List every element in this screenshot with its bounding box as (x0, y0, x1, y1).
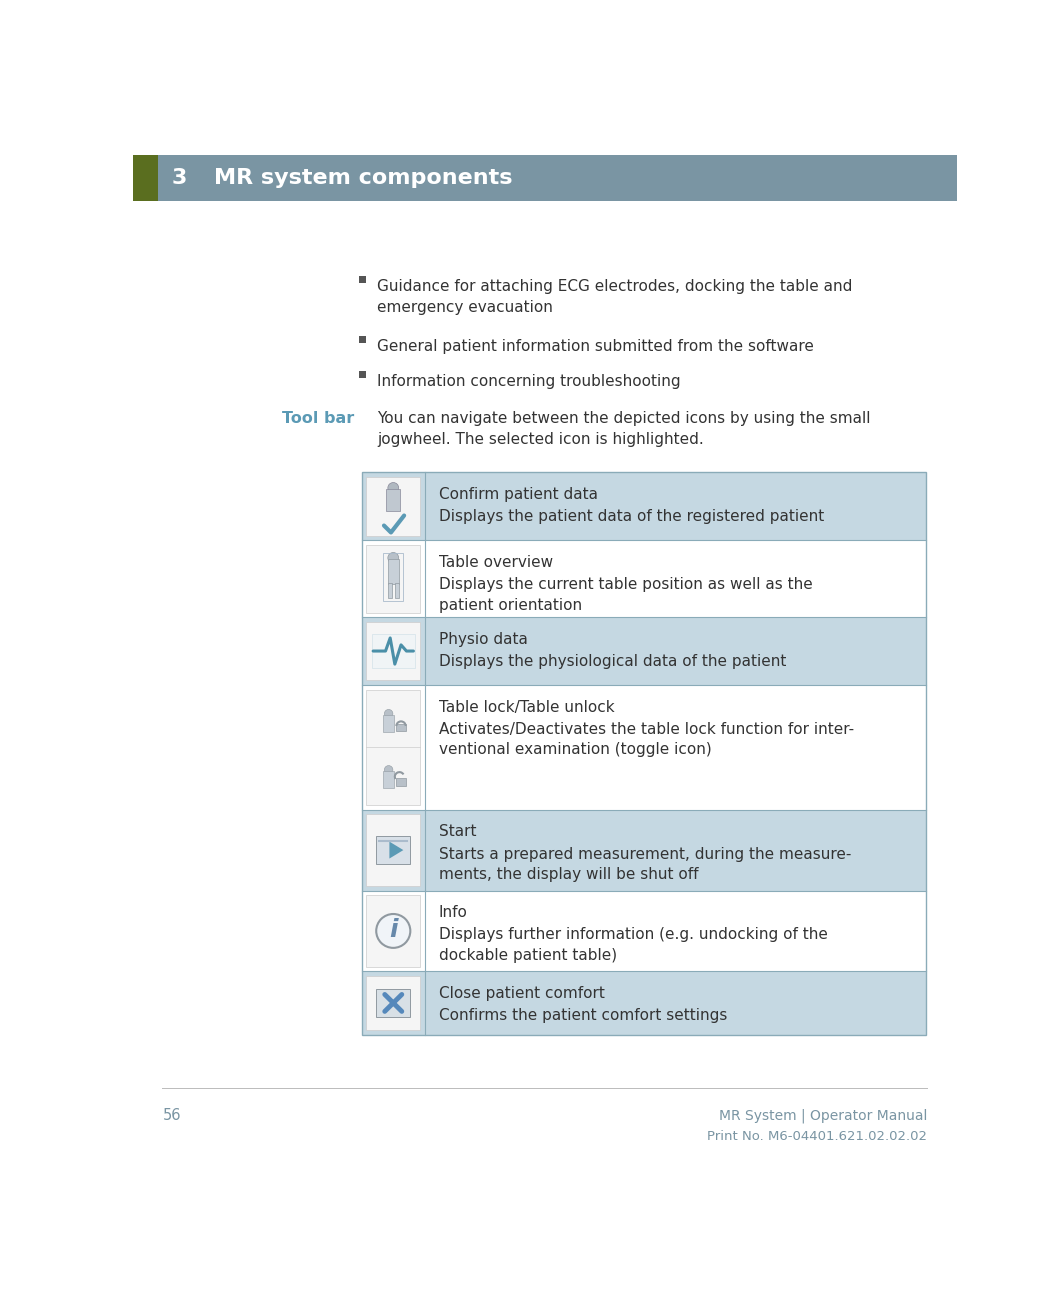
Circle shape (385, 765, 393, 775)
Text: MR system components: MR system components (215, 168, 512, 189)
Bar (395, 724, 406, 732)
Text: Table lock/Table unlock: Table lock/Table unlock (439, 700, 614, 715)
Text: You can navigate between the depicted icons by using the small
jogwheel. The sel: You can navigate between the depicted ic… (377, 411, 871, 447)
Bar (361, 617, 926, 685)
Bar (361, 540, 926, 617)
Circle shape (385, 710, 393, 718)
Circle shape (388, 552, 399, 564)
Text: 56: 56 (163, 1108, 181, 1124)
Bar (386, 490, 401, 511)
Bar (383, 715, 394, 732)
Bar (372, 634, 415, 668)
Bar (366, 544, 420, 613)
Bar (361, 472, 926, 540)
Bar (133, 155, 157, 202)
Circle shape (388, 482, 399, 494)
Bar (133, 155, 957, 202)
Text: Guidance for attaching ECG electrodes, docking the table and
emergency evacuatio: Guidance for attaching ECG electrodes, d… (377, 279, 853, 315)
Text: Displays the patient data of the registered patient: Displays the patient data of the registe… (439, 509, 824, 525)
Bar (359, 371, 366, 378)
Text: Tool bar: Tool bar (282, 411, 354, 425)
Bar (366, 976, 420, 1031)
Bar (359, 336, 366, 344)
Text: Confirms the patient comfort settings: Confirms the patient comfort settings (439, 1009, 727, 1023)
Text: Information concerning troubleshooting: Information concerning troubleshooting (377, 374, 680, 389)
Text: Physio data: Physio data (439, 632, 528, 646)
Text: Start: Start (439, 825, 476, 839)
Text: Info: Info (439, 905, 468, 921)
Bar (383, 553, 403, 601)
Text: Activates/Deactivates the table lock function for inter-
ventional examination (: Activates/Deactivates the table lock fun… (439, 721, 855, 758)
Circle shape (376, 914, 410, 948)
Polygon shape (389, 842, 403, 859)
Text: Displays further information (e.g. undocking of the
dockable patient table): Displays further information (e.g. undoc… (439, 927, 828, 963)
Bar (388, 560, 399, 584)
Text: General patient information submitted from the software: General patient information submitted fr… (377, 339, 814, 354)
Bar (361, 685, 926, 809)
Text: Starts a prepared measurement, during the measure-
ments, the display will be sh: Starts a prepared measurement, during th… (439, 847, 851, 882)
Bar (366, 815, 420, 886)
Bar (361, 809, 926, 891)
Bar (394, 583, 399, 597)
Bar (366, 622, 420, 680)
Text: Displays the physiological data of the patient: Displays the physiological data of the p… (439, 654, 787, 668)
Text: 3: 3 (171, 168, 187, 189)
Bar (366, 689, 420, 806)
Text: Table overview: Table overview (439, 555, 553, 570)
Bar (376, 989, 410, 1016)
Bar (388, 583, 392, 597)
Bar (395, 778, 406, 786)
Bar (383, 772, 394, 789)
Bar (361, 891, 926, 971)
Text: Close patient comfort: Close patient comfort (439, 987, 605, 1001)
Bar (359, 277, 366, 283)
Bar (376, 837, 410, 864)
Text: Displays the current table position as well as the
patient orientation: Displays the current table position as w… (439, 577, 813, 613)
Text: Print No. M6-04401.621.02.02.02: Print No. M6-04401.621.02.02.02 (707, 1130, 927, 1143)
Text: i: i (389, 918, 398, 943)
Bar (366, 477, 420, 535)
Bar (361, 971, 926, 1034)
Text: MR System | Operator Manual: MR System | Operator Manual (719, 1108, 927, 1122)
Bar (361, 472, 926, 1034)
Text: Confirm patient data: Confirm patient data (439, 487, 598, 502)
Bar (366, 895, 420, 967)
